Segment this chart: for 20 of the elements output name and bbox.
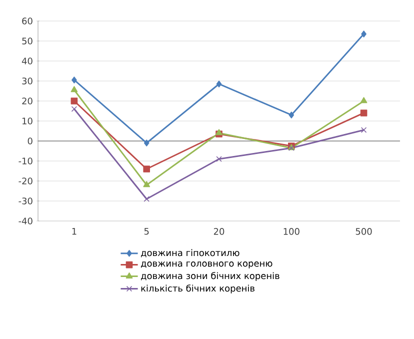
y-tick-label: 50: [22, 38, 32, 44]
x-tick-label: 1: [72, 228, 76, 235]
y-tick-label: 0: [28, 138, 32, 144]
y-tick-label: 30: [22, 78, 32, 84]
y-tick-label: -30: [18, 198, 32, 204]
legend-label: довжина зони бічних коренів: [141, 272, 280, 281]
x-tick-label: 5: [144, 228, 149, 235]
x-tick-label: 20: [214, 228, 224, 235]
x-tick-label: 500: [356, 228, 372, 235]
y-tick-label: 20: [22, 98, 32, 104]
legend-label: довжина головного кореню: [141, 262, 272, 268]
legend-label: довжина гіпокотилю: [141, 249, 240, 258]
legend-label: кількість бічних коренів: [141, 284, 254, 294]
y-tick-label: -40: [18, 218, 32, 224]
x-tick-label: 100: [284, 228, 300, 235]
y-tick-label: 10: [22, 118, 32, 124]
y-tick-label: -20: [18, 178, 32, 184]
y-tick-label: 40: [22, 58, 32, 64]
y-tick-label: 60: [22, 18, 32, 24]
y-tick-label: -10: [18, 158, 32, 164]
